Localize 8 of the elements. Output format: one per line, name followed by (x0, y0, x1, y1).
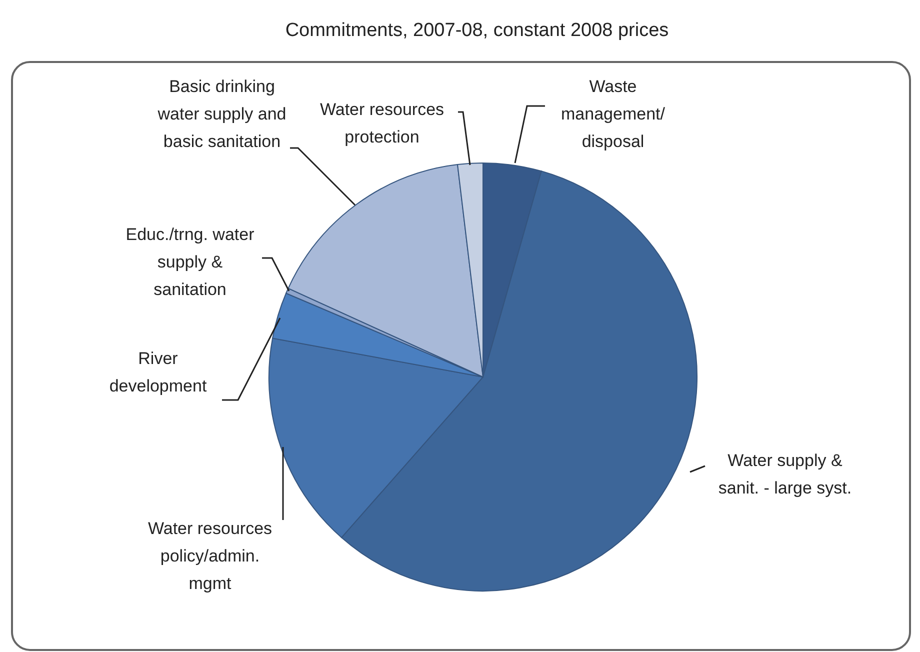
slice-label: Waste management/disposal (561, 77, 666, 151)
slice-label: River development (109, 349, 207, 396)
chart-title: Commitments, 2007-08, constant 2008 prices (285, 20, 669, 41)
slice-label: Water resources protection (320, 100, 444, 146)
slice-label: Water supply & sanit. - large syst. (718, 451, 852, 498)
slice-label: Educ./trng. water supply & sanitation (126, 225, 255, 299)
slice-label: Water resources policy/admin. mgmt (148, 519, 272, 593)
slice-label: Basic drinking water supply and basic sanitation (156, 77, 286, 151)
